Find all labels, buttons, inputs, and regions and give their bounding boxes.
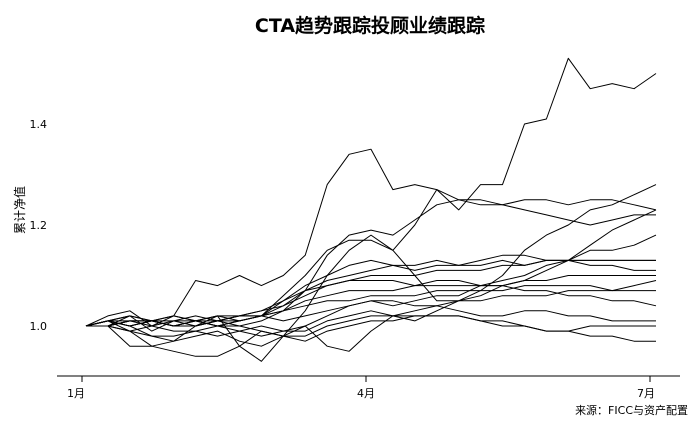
chart-title: CTA趋势跟踪投顾业绩跟踪 xyxy=(255,14,485,37)
x-tick-label: 7月 xyxy=(637,387,655,400)
y-tick-labels: 1.0 1.2 1.4 xyxy=(30,118,48,333)
series-line-15 xyxy=(86,315,656,347)
series-lines xyxy=(85,57,657,362)
y-axis-label: 累计净值 xyxy=(12,186,27,234)
series-line-2 xyxy=(85,189,656,357)
x-tick-label: 4月 xyxy=(357,387,375,400)
x-tick-label: 1月 xyxy=(67,387,85,400)
series-line-4 xyxy=(85,184,657,327)
series-line-7 xyxy=(85,259,656,327)
source-note: 来源：FICC与资产配置 xyxy=(575,403,688,417)
series-line-8 xyxy=(86,280,657,327)
series-line-16 xyxy=(86,209,657,362)
x-ticks: 1月 4月 7月 xyxy=(67,376,655,400)
series-line-14 xyxy=(86,315,656,337)
y-tick-label: 1.0 xyxy=(30,320,48,333)
y-tick-label: 1.2 xyxy=(30,219,48,232)
series-line-3 xyxy=(85,199,657,342)
series-line-1 xyxy=(85,57,657,327)
series-line-10 xyxy=(85,280,657,327)
series-line-13 xyxy=(85,300,656,327)
series-line-12 xyxy=(86,290,656,337)
y-tick-label: 1.4 xyxy=(30,118,48,131)
